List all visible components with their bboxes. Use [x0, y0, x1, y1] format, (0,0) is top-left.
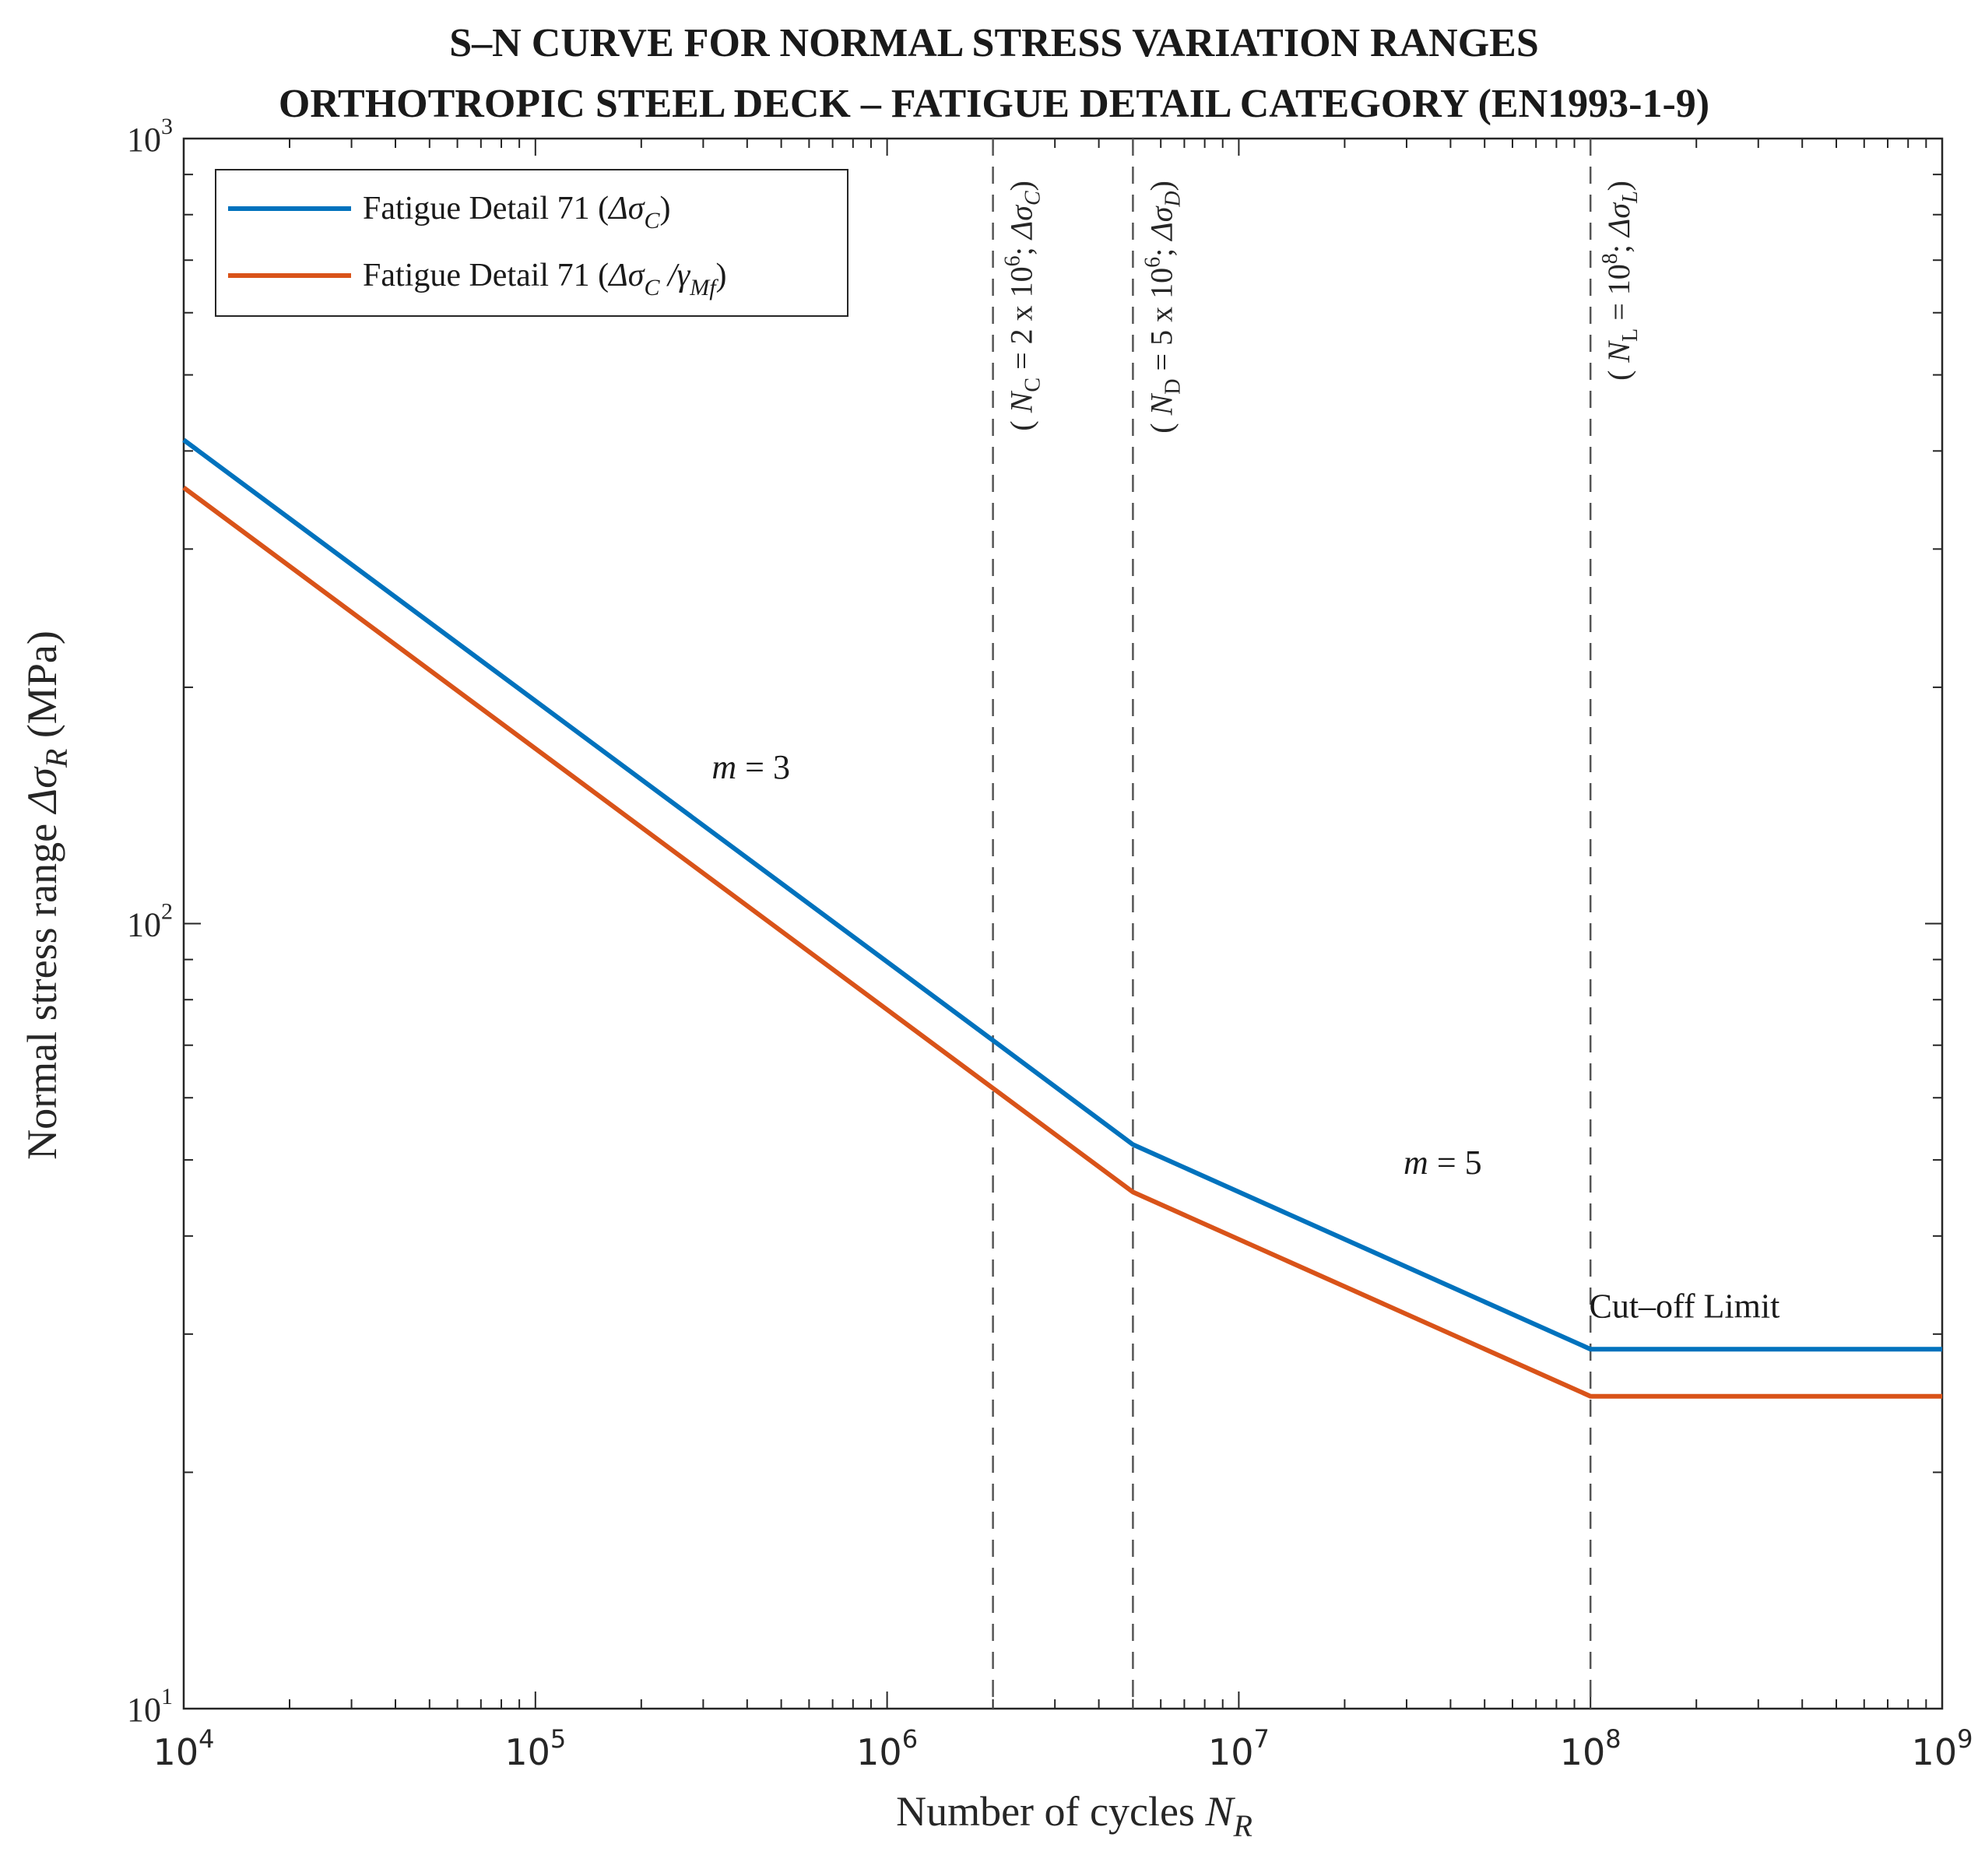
reference-line-label: ( NC = 2 x 106; ΔσC) [1001, 181, 1045, 431]
y-tick-label: 103 [127, 114, 173, 159]
legend-box [215, 169, 848, 317]
plot-area [182, 137, 1944, 1710]
legend: Fatigue Detail 71 (ΔσC) Fatigue Detail 71… [215, 169, 848, 317]
chart-title-line-1: S–N CURVE FOR NORMAL STRESS VARIATION RA… [449, 21, 1539, 65]
reference-line-label: ( ND = 5 x 106; ΔσD) [1140, 181, 1185, 434]
legend-label-2: Fatigue Detail 71 (ΔσC /γMf) [363, 258, 727, 300]
slope-m5-annotation: m = 5 [1404, 1144, 1482, 1182]
series-line-2 [182, 485, 1942, 1399]
x-axis-label: Number of cycles NR [896, 1788, 1252, 1843]
x-tick-label: 107 [1208, 1724, 1270, 1773]
cutoff-limit-annotation: Cut–off Limit [1589, 1287, 1779, 1325]
x-tick-label: 108 [1560, 1724, 1621, 1773]
x-tick-label: 109 [1912, 1724, 1973, 1773]
legend-label-1: Fatigue Detail 71 (ΔσC) [363, 191, 670, 234]
y-axis-label: Normal stress range ΔσR (MPa) [19, 631, 74, 1160]
y-tick-label: 101 [127, 1684, 173, 1729]
y-tick-label: 102 [127, 899, 173, 944]
x-tick-label: 106 [856, 1724, 918, 1773]
series-line-1 [182, 437, 1942, 1352]
slope-m3-annotation: m = 3 [711, 748, 790, 786]
x-tick-label: 104 [153, 1724, 215, 1773]
x-tick-label: 105 [504, 1724, 566, 1773]
chart-title-line-2: ORTHOTROPIC STEEL DECK – FATIGUE DETAIL … [279, 82, 1709, 126]
axis-ticks [183, 138, 1943, 1709]
reference-line-label: ( NL = 108; ΔσL) [1598, 181, 1642, 381]
